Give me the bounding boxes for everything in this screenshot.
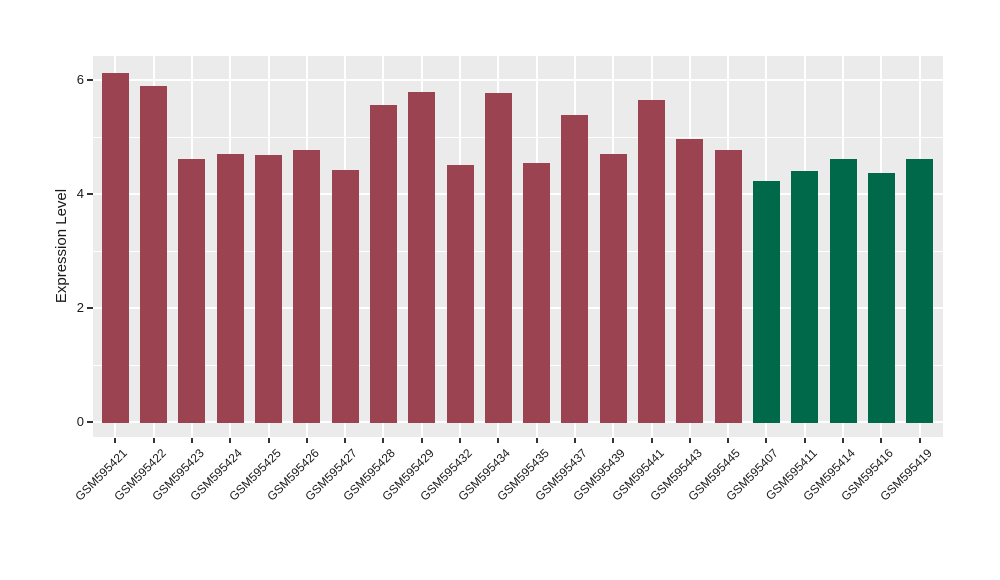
y-tick-label: 4 [76, 186, 84, 201]
x-tick-mark [152, 438, 155, 443]
bar [408, 91, 436, 424]
x-tick-mark [918, 438, 921, 443]
bar [140, 85, 168, 424]
bar [829, 158, 857, 424]
y-axis-label: Expression Level [53, 188, 70, 304]
x-tick-mark [305, 438, 308, 443]
x-tick-mark [535, 438, 538, 443]
bar [867, 173, 895, 424]
x-tick-mark [190, 438, 193, 443]
major-gridline-y-0 [93, 421, 943, 423]
x-tick-mark [267, 438, 270, 443]
bar [216, 153, 244, 424]
bar [906, 158, 934, 424]
bar [561, 114, 589, 424]
x-tick-mark [497, 438, 500, 443]
bar [714, 150, 742, 424]
bar [599, 154, 627, 424]
x-tick-mark [229, 438, 232, 443]
major-gridline-y-2 [93, 307, 943, 309]
y-tick-label: 6 [76, 72, 84, 87]
y-tick-mark [87, 421, 93, 423]
y-tick-label: 0 [76, 414, 84, 429]
x-tick-mark [114, 438, 117, 443]
bar [484, 93, 512, 424]
x-tick-mark [880, 438, 883, 443]
x-tick-mark [612, 438, 615, 443]
bar [752, 180, 780, 424]
x-tick-mark [344, 438, 347, 443]
x-tick-mark [420, 438, 423, 443]
x-tick-mark [688, 438, 691, 443]
x-tick-mark [842, 438, 844, 443]
x-tick-mark [650, 438, 653, 443]
bar [791, 171, 819, 424]
x-tick-mark [573, 438, 576, 443]
y-tick-label: 2 [76, 300, 84, 315]
minor-gridline-y-5 [93, 137, 943, 138]
bar [523, 162, 551, 424]
x-tick-mark [765, 438, 768, 443]
bar [676, 139, 704, 424]
y-tick-mark [87, 307, 93, 309]
bar [178, 158, 206, 424]
x-tick-mark [459, 438, 461, 443]
x-tick-mark [382, 438, 385, 443]
major-gridline-y-4 [93, 193, 943, 195]
minor-gridline-y-1 [93, 365, 943, 366]
x-tick-mark [803, 438, 806, 443]
bar [369, 105, 397, 424]
minor-gridline-y-3 [93, 251, 943, 252]
bar [255, 154, 282, 424]
plot-panel [93, 56, 943, 437]
major-gridline-y-6 [93, 79, 943, 81]
x-tick-mark [727, 438, 730, 443]
bar [638, 99, 665, 424]
y-tick-mark [87, 79, 93, 81]
bar [101, 73, 129, 424]
bar [331, 170, 359, 424]
bar [293, 149, 321, 424]
bar [446, 164, 474, 424]
y-tick-mark [87, 193, 93, 195]
